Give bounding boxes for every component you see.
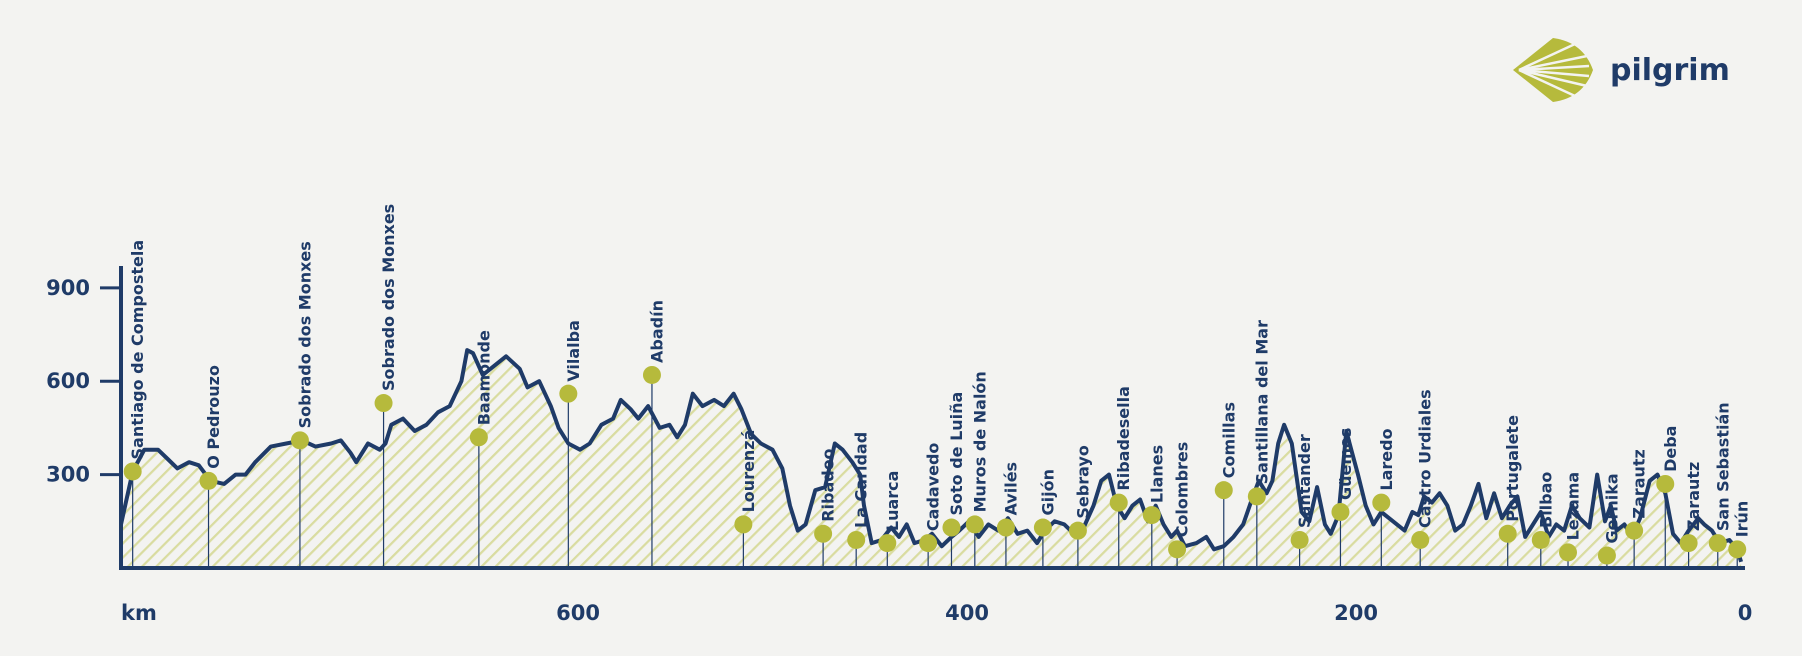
stage-marker — [1679, 534, 1698, 553]
stage-marker — [1033, 518, 1052, 537]
stage-marker — [1372, 493, 1391, 512]
stage-marker — [1531, 530, 1550, 549]
stage-label: Baamonde — [474, 330, 493, 425]
y-tick-label: 300 — [46, 463, 90, 487]
stage-label: Sebrayo — [1073, 445, 1092, 518]
stage-label: Muros de Nalón — [970, 371, 989, 512]
stage-marker — [199, 471, 218, 490]
scallop-shell-icon — [1513, 38, 1593, 102]
stage-marker — [734, 515, 753, 534]
stage-label: Sobrado dos Monxes — [295, 241, 314, 428]
stage-label: O Pedrouzo — [204, 365, 223, 469]
elevation-line — [119, 348, 1744, 563]
stage-marker — [996, 518, 1015, 537]
stage-marker — [1559, 543, 1578, 562]
stage-marker — [1247, 487, 1266, 506]
stage-marker — [1068, 521, 1087, 540]
stage-label: San Sebastián — [1713, 402, 1732, 531]
stage-label: Deba — [1661, 426, 1680, 472]
stage-label: Güemes — [1336, 428, 1355, 500]
stage-label: Santander — [1295, 434, 1314, 528]
stage-marker — [942, 518, 961, 537]
stage-marker — [1168, 540, 1187, 559]
stage-label: Sobrado dos Monxes — [379, 204, 398, 391]
stage-label: Portugalete — [1503, 415, 1522, 522]
stage-marker — [1498, 524, 1517, 543]
stage-label: La Caridad — [852, 432, 871, 528]
stage-marker — [1109, 493, 1128, 512]
stage-marker — [1656, 474, 1675, 493]
elevation-area — [121, 350, 1742, 568]
stage-label: Gernika — [1602, 473, 1621, 543]
stage-marker — [290, 431, 309, 450]
stage-marker — [1411, 530, 1430, 549]
x-tick-label: 600 — [556, 601, 600, 625]
x-tick-label: 400 — [945, 601, 989, 625]
stage-label: Avilés — [1001, 462, 1020, 516]
x-axis-ticks: 600 400 200 0 — [556, 601, 1752, 625]
stage-label: Luarca — [883, 471, 902, 532]
stage-marker — [1142, 506, 1161, 525]
x-axis-label: km — [121, 601, 157, 625]
stage-marker — [965, 515, 984, 534]
stage-label: Santiago de Compostela — [128, 240, 147, 460]
stage-label: Zarautz — [1630, 449, 1649, 518]
stage-marker — [374, 394, 393, 413]
stage-marker — [1708, 534, 1727, 553]
stage-marker — [847, 530, 866, 549]
stage-label: Ribadesella — [1114, 386, 1133, 491]
stage-label: Bilbao — [1536, 472, 1555, 528]
brand-logo: pilgrim — [1513, 38, 1730, 102]
y-axis-ticks: 300 600 900 — [46, 276, 121, 487]
stage-label: Lezama — [1564, 472, 1583, 541]
stage-marker — [1728, 540, 1747, 559]
stage-marker — [919, 534, 938, 553]
stage-label: Colombres — [1173, 442, 1192, 538]
stage-label: Comillas — [1219, 402, 1238, 478]
stage-label: Gijón — [1038, 469, 1057, 515]
stage-marker — [1331, 502, 1350, 521]
stage-marker — [469, 428, 488, 447]
x-tick-label: 200 — [1334, 601, 1378, 625]
stage-label: Lourenzá — [739, 430, 758, 513]
stage-marker — [123, 462, 142, 481]
stage-label: Santillana del Mar — [1252, 320, 1271, 484]
stage-marker — [1597, 546, 1616, 565]
stage-label: Llanes — [1147, 445, 1166, 503]
stage-marker — [642, 365, 661, 384]
stage-label: Vilalba — [564, 320, 583, 382]
y-tick-label: 600 — [46, 369, 90, 393]
stage-label: Castro Urdiales — [1416, 389, 1435, 528]
stage-label: Zarautz — [1684, 462, 1703, 531]
brand-name: pilgrim — [1610, 53, 1730, 88]
stage-marker — [814, 524, 833, 543]
x-tick-label: 0 — [1738, 601, 1753, 625]
stage-label: Cadavedo — [924, 443, 943, 532]
stage-label: Laredo — [1377, 428, 1396, 490]
stage-markers: Santiago de Compostela O Pedrouzo Sobrado … — [123, 204, 1752, 565]
stage-marker — [878, 534, 897, 553]
stage-label: Ribadeo — [819, 448, 838, 521]
y-tick-label: 900 — [46, 276, 90, 300]
stage-label: Abadín — [648, 300, 667, 363]
stage-label: Irún — [1733, 501, 1752, 538]
stage-marker — [1625, 521, 1644, 540]
stage-marker — [1214, 481, 1233, 500]
stage-marker — [1290, 530, 1309, 549]
stage-label: Soto de Luiña — [947, 392, 966, 516]
stage-marker — [559, 384, 578, 403]
